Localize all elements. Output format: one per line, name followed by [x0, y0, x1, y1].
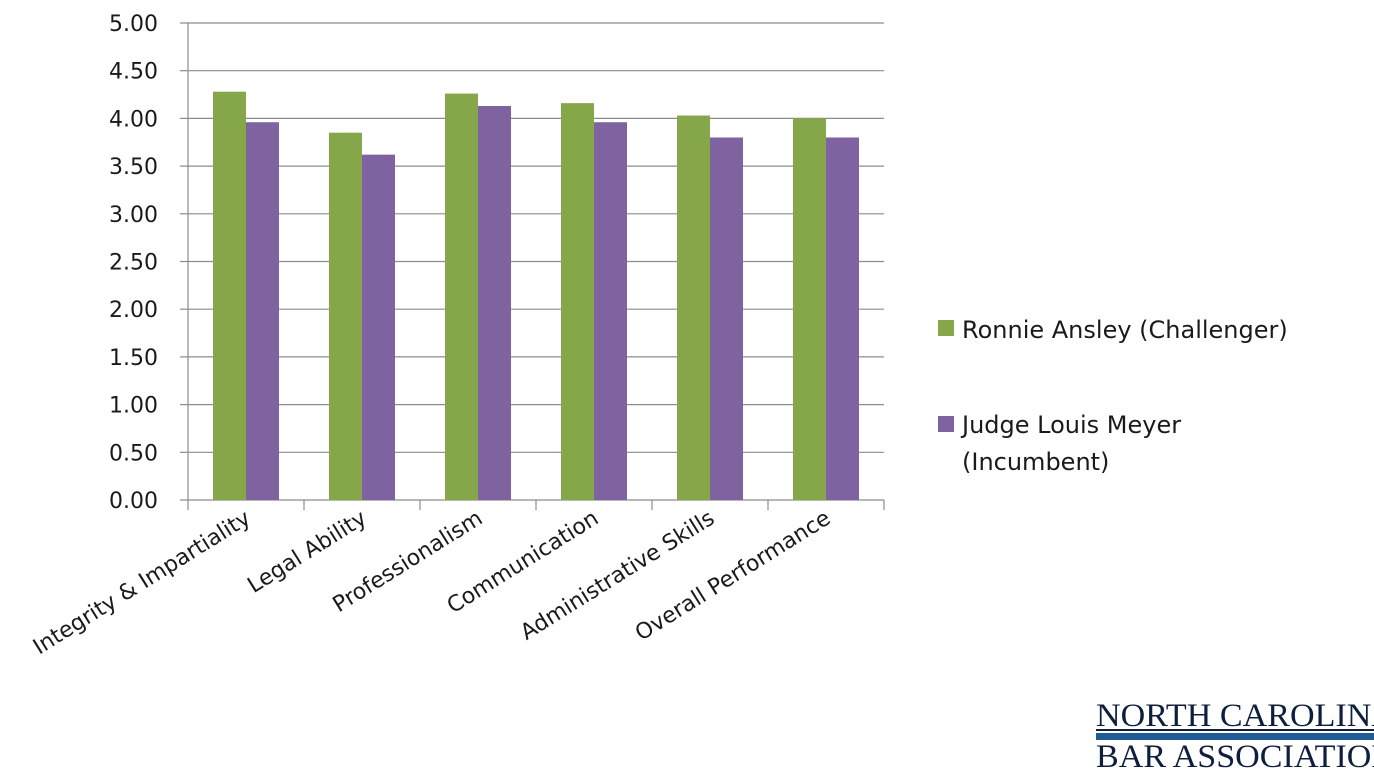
y-axis-tick-labels: 0.00 0.50 1.00 1.50 2.00 2.50 3.00 3.50 4.00 4.50… — [109, 12, 158, 514]
legend-label-ronnie-ansley: Ronnie Ansley (Challenger) — [962, 316, 1288, 344]
logo-blue-bar — [1096, 733, 1374, 740]
bar-series-0-cat-0 — [213, 91, 246, 501]
bar-series-1-cat-0 — [246, 122, 279, 500]
y-tick-label-5: 2.50 — [109, 251, 158, 276]
gridlines — [188, 22, 884, 453]
bar-series-0-cat-1 — [329, 132, 362, 500]
legend-label-louis-meyer-line1: Judge Louis Meyer — [960, 411, 1181, 439]
y-tick-label-1: 0.50 — [109, 441, 158, 466]
y-tick-label-7: 3.50 — [109, 155, 158, 180]
bar-series-1-cat-1 — [362, 154, 395, 501]
bar-series-0-cat-4 — [677, 115, 710, 501]
y-tick-label-0: 0.00 — [109, 489, 158, 514]
legend-swatch-louis-meyer — [938, 416, 954, 432]
bar-series-1-cat-3 — [594, 122, 627, 500]
y-tick-label-4: 2.00 — [109, 298, 158, 323]
y-tick-label-9: 4.50 — [109, 60, 158, 85]
y-tick-label-10: 5.00 — [109, 12, 158, 37]
x-category-label-4: Administrative Skills — [516, 506, 719, 646]
bar-series-1-cat-5 — [826, 137, 859, 501]
bar-series-1-cat-4 — [710, 137, 743, 501]
y-tick-label-2: 1.00 — [109, 394, 158, 419]
logo-line-1: NORTH CAROLINA — [1096, 698, 1374, 734]
legend-label-louis-meyer-line2: (Incumbent) — [962, 448, 1109, 476]
y-tick-label-3: 1.50 — [109, 346, 158, 371]
bar-series-1-cat-2 — [478, 105, 511, 501]
y-tick-label-8: 4.00 — [109, 107, 158, 132]
legend-swatch-ronnie-ansley — [938, 320, 954, 336]
bar-series-0-cat-2 — [445, 93, 478, 500]
x-category-label-5: Overall Performance — [631, 506, 835, 646]
nc-bar-association-logo: NORTH CAROLINA BAR ASSOCIATION — [1096, 698, 1374, 771]
bar-series-0-cat-5 — [793, 118, 826, 501]
legend: Ronnie Ansley (Challenger) Judge Louis M… — [938, 316, 1288, 476]
y-tick-label-6: 3.00 — [109, 203, 158, 228]
axes — [180, 22, 885, 510]
x-category-label-0: Integrity & Impartiality — [29, 506, 255, 660]
bars — [213, 91, 859, 501]
logo-line-2: BAR ASSOCIATION — [1096, 739, 1374, 771]
bar-series-0-cat-3 — [561, 103, 594, 501]
